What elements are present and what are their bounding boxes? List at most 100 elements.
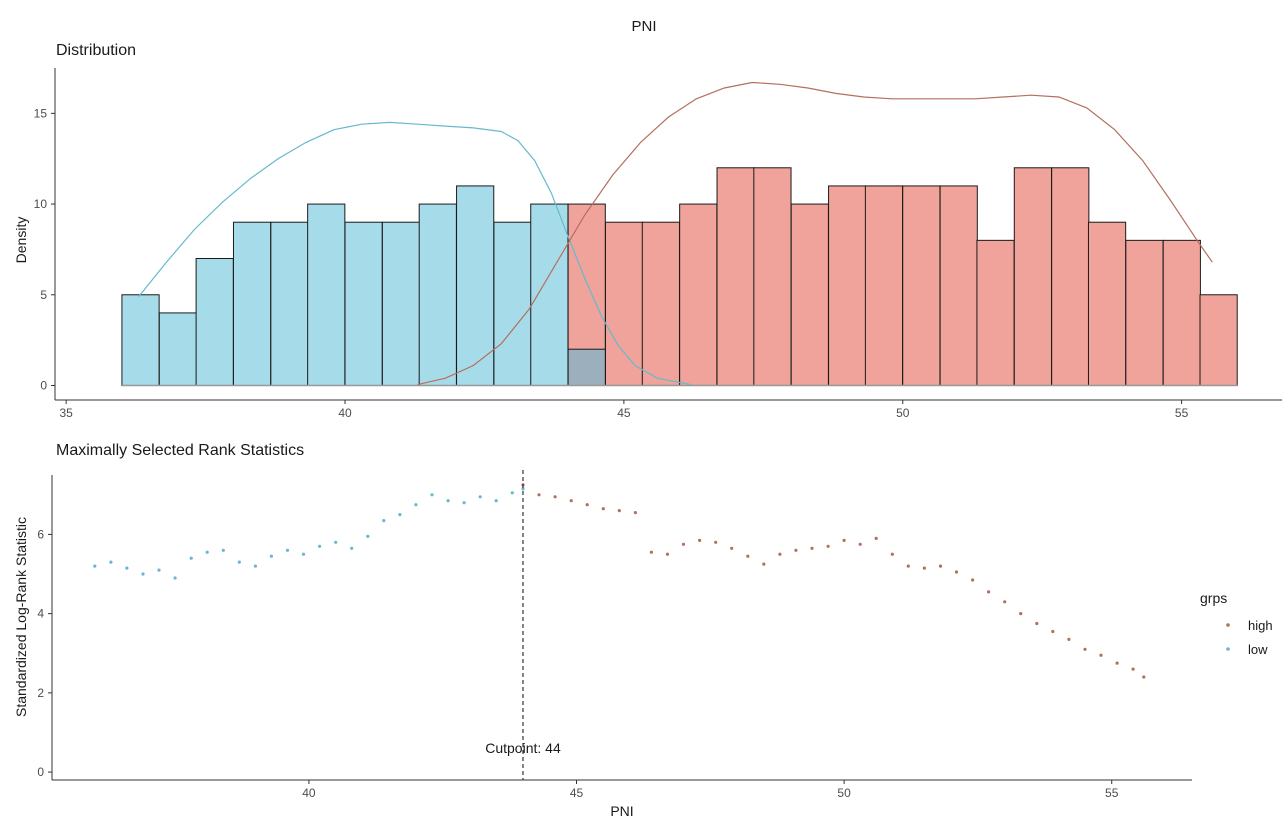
rank-statistic-point-low — [285, 548, 290, 552]
histogram-bar-high — [1162, 239, 1201, 386]
distribution-x-tick-label: 40 — [338, 406, 352, 420]
histogram-bar-high — [828, 185, 867, 386]
rank-statistic-point-low — [366, 534, 370, 539]
rank-statistics-x-tick-label: 45 — [570, 786, 584, 800]
distribution-title: Distribution — [56, 42, 136, 59]
rank-statistic-point-high — [681, 542, 686, 546]
histogram-bar-high — [716, 167, 755, 386]
rank-statistic-point-low — [350, 546, 354, 550]
rank-statistic-point-low — [125, 566, 129, 570]
rank-statistic-point-high — [987, 590, 991, 594]
rank-statistics-x-tick-label: 50 — [837, 786, 851, 800]
histogram-bar-low — [344, 221, 383, 386]
histogram-bar-high — [679, 203, 718, 386]
rank-statistic-point-low — [109, 560, 113, 564]
rank-statistic-point-low — [494, 499, 498, 503]
histogram-bar-low — [307, 203, 346, 386]
rank-statistic-point-high — [938, 564, 943, 568]
distribution-y-axis-label: Density — [13, 217, 29, 264]
rank-statistics-points — [93, 483, 1146, 679]
rank-statistic-point-high — [906, 564, 910, 568]
legend-low-key — [1226, 647, 1230, 651]
distribution-x-tick-label: 50 — [896, 406, 910, 420]
rank-statistic-point-high — [1067, 637, 1071, 642]
distribution-x-tick-label: 55 — [1175, 406, 1189, 420]
rank-statistic-point-low — [269, 554, 273, 558]
rank-statistic-point-high — [826, 544, 830, 548]
histogram-bar-high — [790, 203, 829, 386]
distribution-panel: Distribution Density 35 40 45 50 55 0 5 10 15 — [13, 42, 1282, 420]
rank-statistic-point-high — [585, 503, 589, 507]
rank-statistic-point-high — [1099, 653, 1103, 657]
rank-statistics-y-tick-label: 0 — [37, 765, 44, 779]
rank-statistic-point-high — [762, 562, 766, 566]
histogram-bar-low — [567, 348, 606, 386]
rank-statistic-point-low — [382, 519, 386, 523]
rank-statistic-point-low — [414, 503, 418, 507]
cutpoint-label: Cutpoint: 44 — [485, 740, 561, 756]
histogram-bar-high — [1013, 167, 1052, 386]
rank-statistic-point-high — [794, 548, 798, 552]
rank-statistic-point-low — [173, 576, 177, 580]
rank-statistic-point-high — [569, 499, 573, 503]
histogram-bar-high — [976, 239, 1015, 386]
histogram-bar-high — [1051, 167, 1090, 386]
distribution-y-tick-label: 10 — [34, 197, 48, 211]
rank-statistics-y-tick-label: 6 — [37, 527, 44, 541]
rank-statistic-point-low — [189, 556, 193, 560]
rank-statistics-x-tick-label: 55 — [1105, 786, 1119, 800]
legend-low-label: low — [1248, 642, 1268, 657]
rank-statistics-y-tick-label: 2 — [37, 686, 44, 700]
histogram-bar-high — [753, 167, 792, 386]
rank-statistic-point-high — [698, 538, 702, 543]
histogram-bar-low — [121, 294, 160, 386]
rank-statistic-point-high — [890, 552, 894, 556]
rank-statistic-point-high — [617, 509, 621, 513]
rank-statistic-point-high — [1019, 612, 1023, 616]
distribution-y-tick-label: 5 — [40, 288, 47, 302]
rank-statistic-point-high — [1142, 675, 1146, 679]
rank-statistic-point-high — [537, 493, 541, 497]
legend-high-key — [1226, 623, 1230, 627]
rank-statistic-point-low — [430, 493, 434, 497]
rank-statistic-point-high — [810, 546, 814, 550]
rank-statistic-point-low — [141, 572, 145, 576]
distribution-ticks: 35 40 45 50 55 0 5 10 15 — [34, 106, 1189, 420]
rank-statistics-axes — [51, 475, 1192, 781]
histogram-bar-low — [456, 185, 495, 386]
distribution-axes — [54, 68, 1282, 401]
rank-statistics-x-axis-label: PNI — [610, 803, 633, 819]
histogram-bar-low — [195, 257, 234, 386]
histogram-bar-low — [232, 221, 272, 386]
histogram-bar-high — [604, 221, 644, 386]
distribution-y-tick-label: 0 — [40, 378, 47, 392]
rank-statistic-point-high — [665, 552, 670, 556]
rank-statistic-point-high — [1035, 621, 1039, 626]
rank-statistic-point-low — [237, 560, 241, 564]
density-curve-high — [417, 81, 1213, 386]
rank-statistics-panel: Maximally Selected Rank Statistics Stand… — [13, 442, 1192, 819]
rank-statistics-title: Maximally Selected Rank Statistics — [56, 442, 304, 459]
rank-statistic-point-high — [874, 536, 878, 541]
rank-statistic-point-high — [714, 540, 718, 544]
rank-statistic-point-high — [746, 554, 750, 558]
figure-title: PNI — [631, 18, 656, 35]
rank-statistic-point-high — [1051, 629, 1055, 634]
rank-statistic-point-low — [398, 513, 402, 517]
rank-statistic-point-high — [649, 550, 654, 554]
rank-statistic-point-high — [1083, 647, 1087, 651]
rank-statistic-point-low — [510, 491, 514, 495]
rank-statistic-point-high — [858, 542, 862, 546]
histogram-bar-low — [493, 221, 532, 386]
rank-statistic-point-high — [730, 546, 734, 550]
legend-high-label: high — [1248, 618, 1273, 633]
rank-statistic-point-high — [922, 566, 927, 570]
histogram-bar-high — [939, 185, 978, 386]
rank-statistic-point-high — [778, 552, 782, 556]
histogram-bar-low — [418, 203, 457, 386]
rank-statistic-point-high — [954, 570, 959, 574]
histogram-bar-low — [270, 221, 309, 386]
rank-statistic-point-low — [446, 499, 450, 503]
